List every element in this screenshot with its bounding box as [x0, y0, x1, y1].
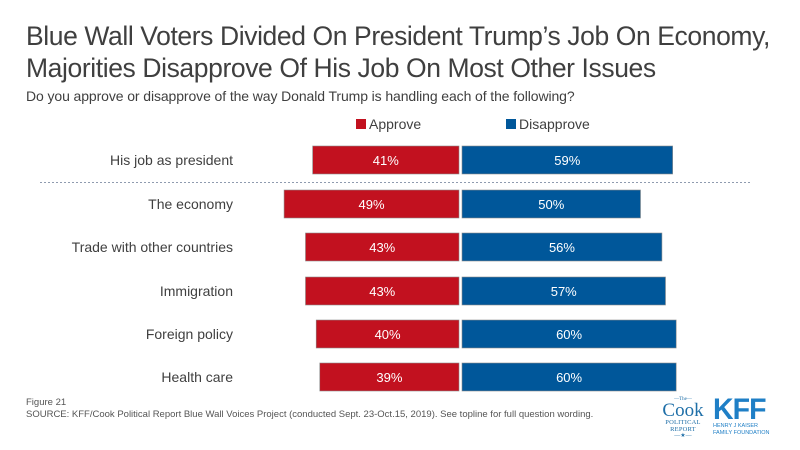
bar-approve — [305, 232, 460, 262]
bar-approve — [305, 276, 460, 306]
bar-disapprove — [461, 232, 663, 262]
bar-approve — [312, 145, 460, 175]
source-note: SOURCE: KFF/Cook Political Report Blue W… — [26, 409, 594, 420]
legend-swatch-approve — [356, 119, 366, 129]
data-label-disapprove: 60% — [556, 327, 582, 342]
star-icon: —★— — [674, 433, 692, 439]
legend-label-disapprove: Disapprove — [519, 116, 590, 132]
data-label-disapprove: 60% — [556, 370, 582, 385]
category-label: Immigration — [160, 283, 233, 299]
chart-title: Blue Wall Voters Divided On President Tr… — [26, 20, 770, 84]
legend-label-approve: Approve — [369, 116, 422, 132]
data-label-approve: 43% — [369, 240, 395, 255]
bar-disapprove — [461, 145, 673, 175]
legend-approve: Approve — [356, 116, 421, 132]
bar-approve — [283, 189, 460, 219]
figure-number: Figure 21 — [26, 397, 67, 408]
bar-disapprove — [461, 319, 677, 349]
bar-disapprove — [461, 276, 666, 306]
bar-approve — [319, 362, 460, 392]
chart-title-line-2: Majorities Disapprove Of His Job On Most… — [26, 53, 656, 83]
data-label-approve: 49% — [359, 197, 385, 212]
data-label-disapprove: 57% — [551, 284, 577, 299]
legend-disapprove: Disapprove — [506, 116, 590, 132]
cook-logo-name: Cook — [662, 400, 704, 421]
data-label-approve: 39% — [376, 370, 402, 385]
cook-political-report-logo: —The— Cook POLITICAL REPORT —★— — [660, 397, 706, 440]
data-label-disapprove: 59% — [554, 153, 580, 168]
kff-logo-line-1: HENRY J KAISER — [713, 423, 759, 429]
bar-approve — [315, 319, 460, 349]
cook-logo-the: —The— — [674, 397, 692, 402]
chart-title-line-1: Blue Wall Voters Divided On President Tr… — [26, 21, 770, 51]
category-label: His job as president — [110, 152, 233, 168]
cook-logo-report: REPORT — [670, 426, 696, 433]
data-label-disapprove: 50% — [538, 197, 564, 212]
legend-swatch-disapprove — [506, 119, 516, 129]
data-label-approve: 40% — [375, 327, 401, 342]
category-label: Health care — [161, 369, 233, 385]
kff-logo-line-2: FAMILY FOUNDATION — [713, 429, 770, 436]
data-label-disapprove: 56% — [549, 240, 575, 255]
bar-disapprove — [461, 362, 677, 392]
category-label: Foreign policy — [146, 326, 233, 342]
kff-logo: KFF HENRY J KAISER FAMILY FOUNDATION — [713, 393, 770, 436]
bar-disapprove — [461, 189, 641, 219]
cook-logo-political: POLITICAL — [665, 419, 701, 426]
category-label: The economy — [148, 196, 233, 212]
kff-logo-wordmark: KFF — [713, 393, 767, 426]
category-label: Trade with other countries — [72, 239, 233, 255]
data-label-approve: 41% — [373, 153, 399, 168]
chart-subtitle: Do you approve or disapprove of the way … — [26, 88, 575, 104]
data-label-approve: 43% — [369, 284, 395, 299]
